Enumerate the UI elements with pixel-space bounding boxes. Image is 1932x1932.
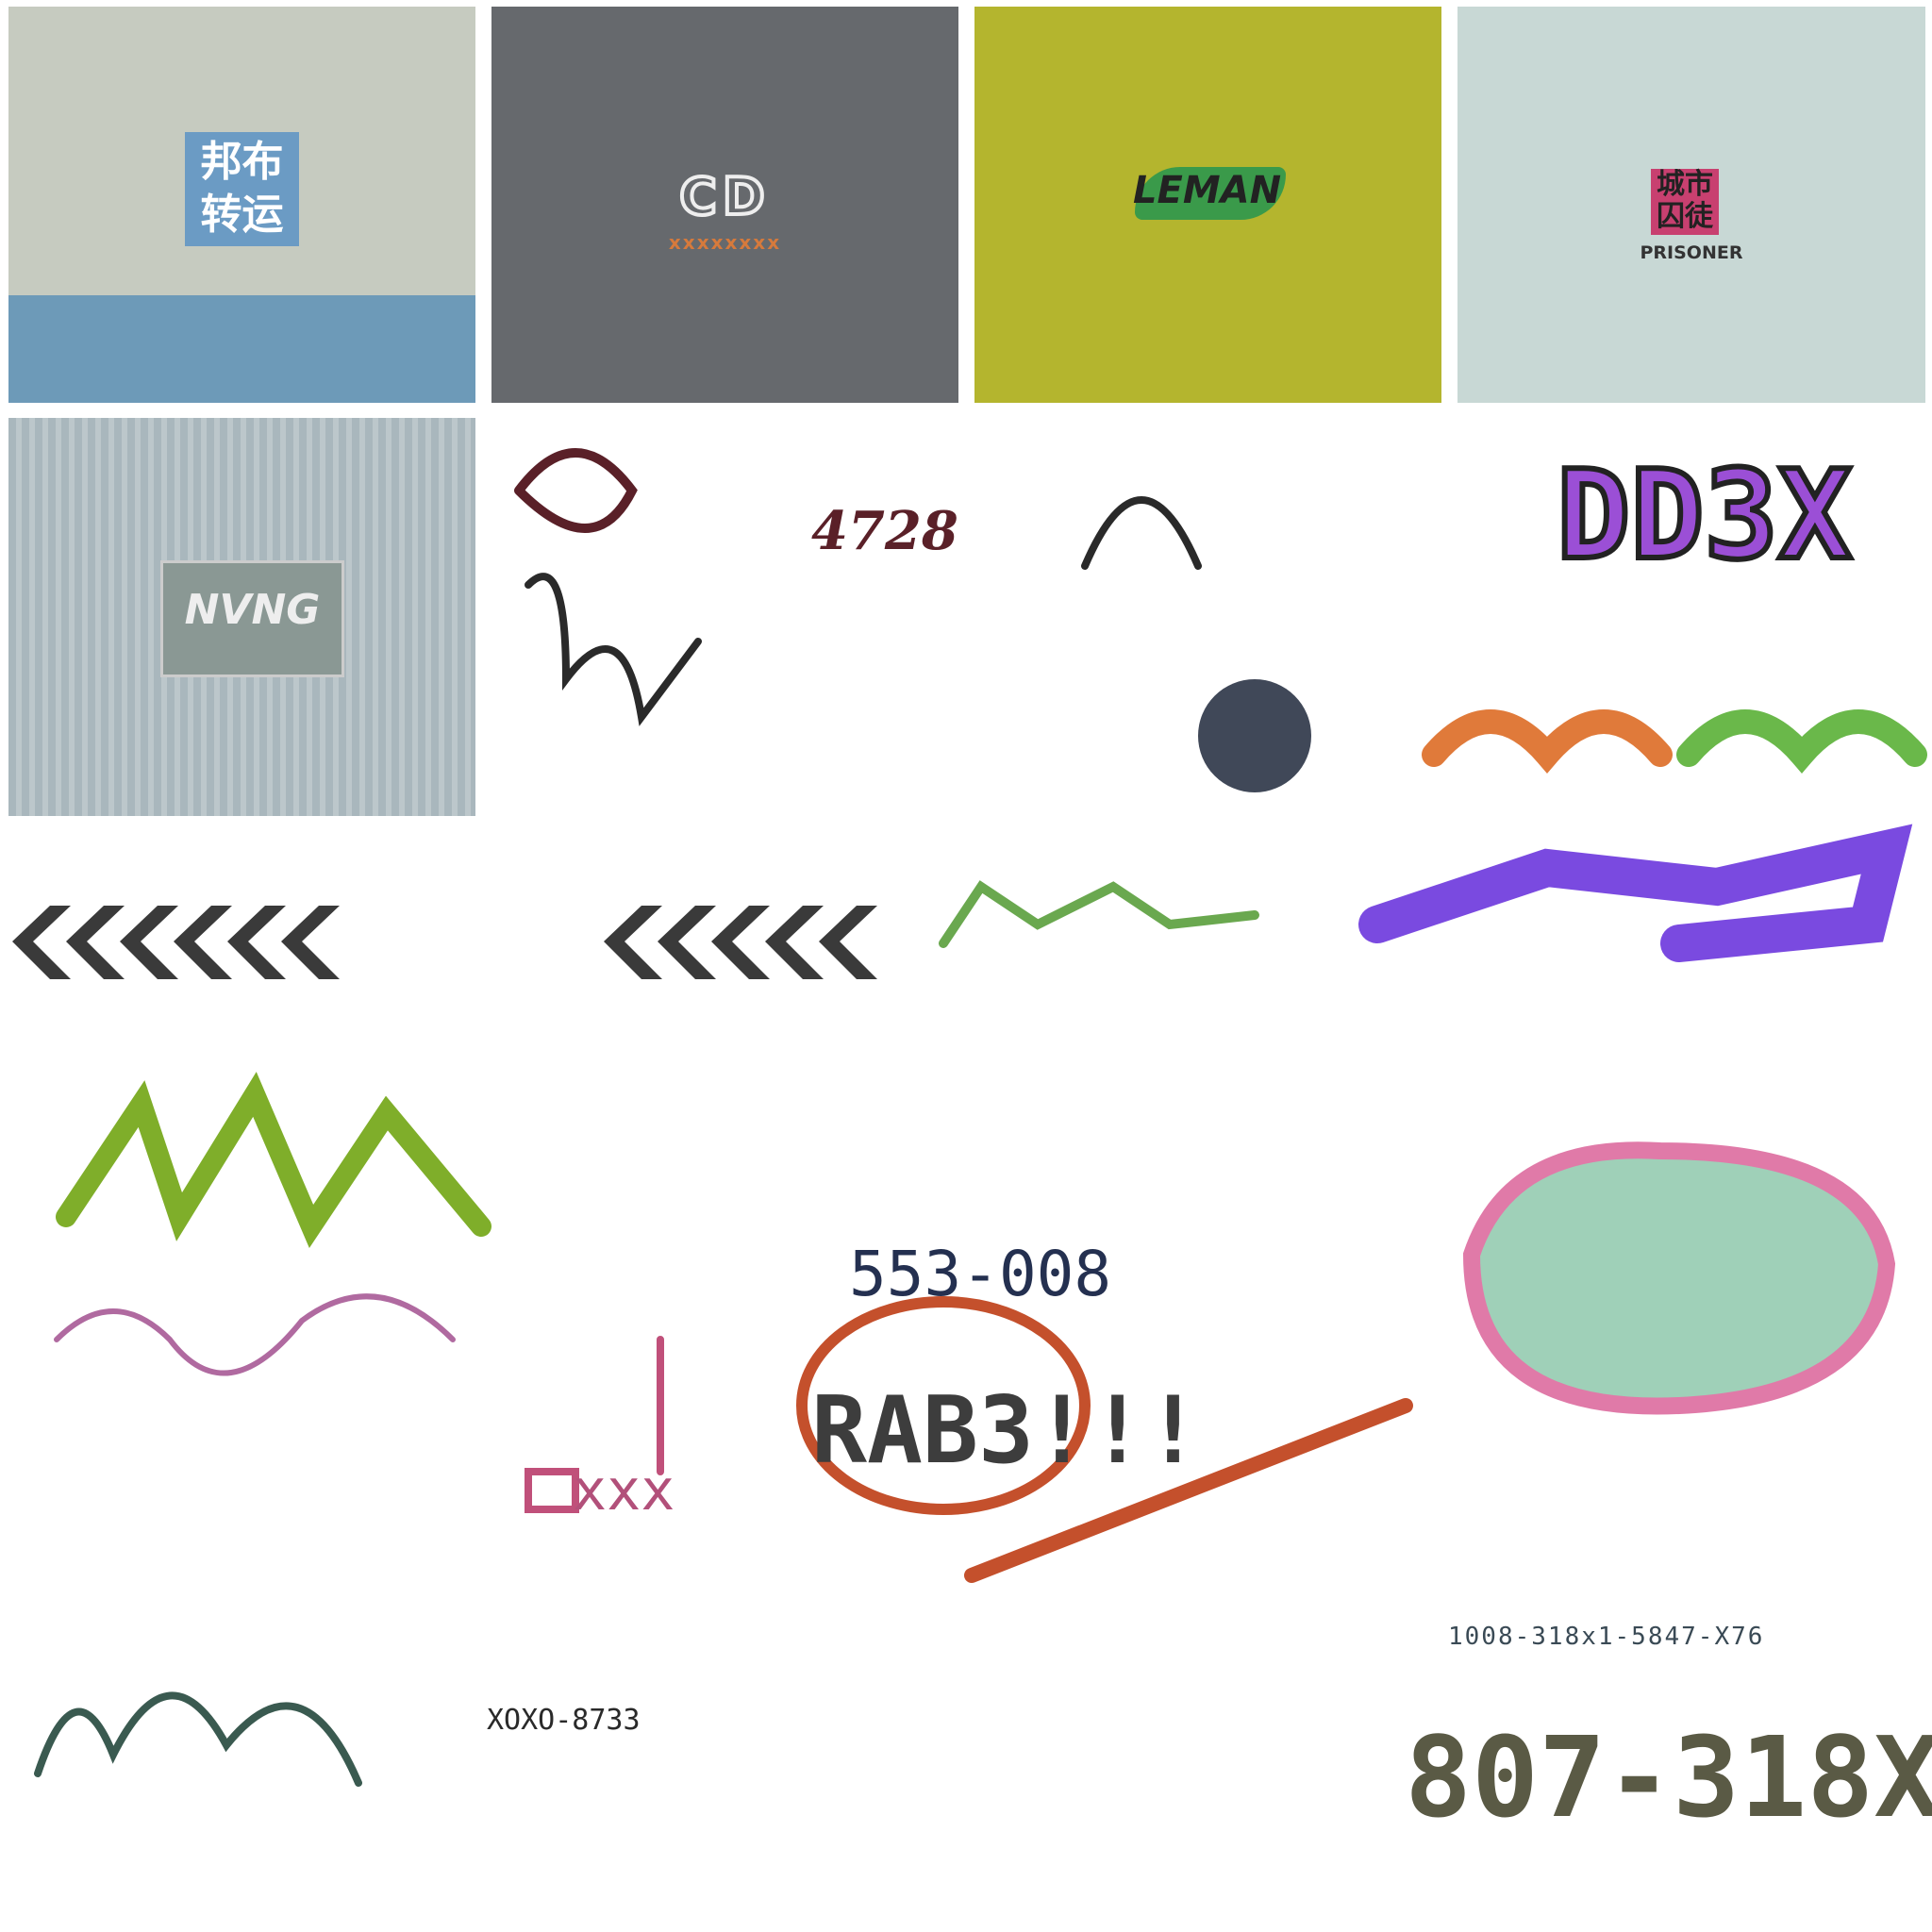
graffiti-tag: 553-008 [849, 1238, 1112, 1310]
panel-caption: PRISONER [1640, 242, 1743, 263]
badge [1135, 167, 1286, 220]
graffiti-tag: 4728 [811, 500, 958, 562]
bangboo-panel: 邦布 转运 [8, 7, 475, 403]
panel-logo: CD [677, 165, 771, 228]
panel-logo: LEMAN [1133, 169, 1282, 212]
chevron-strip [12, 906, 877, 979]
logo-line: 转运 [200, 191, 284, 239]
logo-line: 邦布 [200, 138, 284, 186]
graffiti-strokes [34, 448, 1927, 1787]
graffiti-tag: 807-318X0 [1405, 1712, 1932, 1842]
nvng-panel: NVNG [8, 418, 475, 816]
logo-line: 城市 [1657, 168, 1713, 201]
logo-line: 囚徒 [1657, 200, 1713, 233]
panel-caption: xxxxxxxx [668, 231, 782, 254]
cd-panel: CD xxxxxxxx [491, 7, 958, 403]
panel-logo: 邦布 转运 [185, 132, 299, 246]
prisoner-panel: 城市 囚徒 PRISONER [1457, 7, 1925, 403]
graffiti-tag: 1008-318x1-5847-X76 [1448, 1623, 1765, 1651]
panel-logo: NVNG [160, 560, 344, 677]
graffiti-tag: DD3X [1554, 441, 1855, 590]
panel-logo: 城市 囚徒 [1651, 169, 1719, 235]
leman-panel: LEMAN [974, 7, 1441, 403]
panel-stripe [8, 295, 475, 403]
graffiti-tag: XOXO-8733 [487, 1704, 641, 1737]
graffiti-tag: xxx [573, 1457, 675, 1524]
graffiti-tag: RAB3!!! [811, 1377, 1202, 1485]
